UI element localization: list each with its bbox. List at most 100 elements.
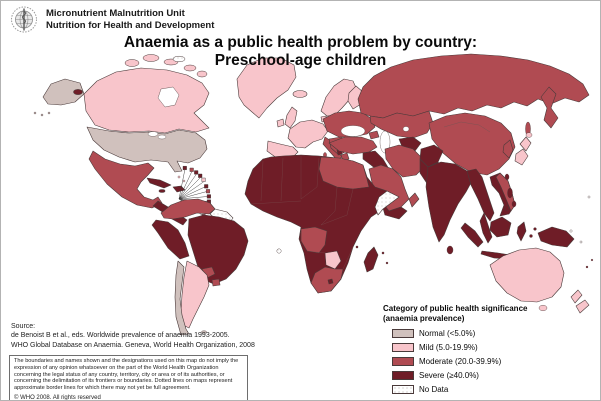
region-australia bbox=[489, 247, 565, 303]
source-label: Source: bbox=[11, 323, 36, 330]
region-japan-south bbox=[514, 148, 529, 166]
region-hispaniola bbox=[172, 185, 186, 193]
legend-item-severe: Severe (≥40.0%) bbox=[383, 370, 588, 380]
region-uruguay bbox=[211, 278, 221, 287]
hudson-bay bbox=[157, 86, 180, 108]
legend-swatch-severe bbox=[392, 370, 414, 380]
region-caucasus bbox=[368, 130, 380, 140]
region-botswana bbox=[324, 250, 342, 270]
region-chile bbox=[174, 260, 190, 336]
moluccas bbox=[529, 227, 537, 238]
source-line2: WHO Global Database on Anaemia. Geneva, … bbox=[11, 341, 255, 349]
indian-ocean-islands bbox=[355, 245, 389, 265]
region-yemen bbox=[380, 200, 408, 220]
legend-item-mild: Mild (5.0-19.9%) bbox=[383, 342, 588, 352]
disclaimer-box: The boundaries and names shown and the d… bbox=[9, 355, 248, 401]
page-title: Anaemia as a public health problem by co… bbox=[1, 34, 600, 71]
region-mexico bbox=[88, 150, 163, 209]
region-japan-north bbox=[519, 136, 532, 152]
region-korea bbox=[502, 139, 514, 159]
map-legend: Category of public health significance (… bbox=[383, 304, 588, 394]
region-asia bbox=[419, 112, 591, 260]
great-lakes bbox=[147, 131, 167, 140]
country-borders bbox=[250, 156, 354, 270]
title-line2: Preschool-age children bbox=[214, 52, 387, 70]
arctic-island-nodata bbox=[172, 55, 186, 63]
region-malay-peninsula bbox=[479, 212, 493, 244]
region-south-america bbox=[151, 198, 249, 336]
black-sea bbox=[340, 125, 366, 137]
disclaimer-text: The boundaries and names shown and the d… bbox=[14, 358, 239, 392]
region-sulawesi bbox=[516, 221, 527, 242]
region-sri-lanka bbox=[446, 245, 454, 255]
region-new-guinea bbox=[537, 226, 575, 248]
header: Micronutrient Malnutrition Unit Nutritio… bbox=[9, 6, 214, 34]
region-tasmania bbox=[538, 305, 548, 312]
region-sumatra bbox=[460, 222, 484, 248]
arctic-islands bbox=[124, 54, 208, 78]
region-jamaica bbox=[158, 189, 166, 193]
region-north-america bbox=[33, 54, 308, 226]
region-africa bbox=[244, 154, 400, 294]
region-nz-north bbox=[570, 289, 583, 304]
source-line1: de Benoist B et al., eds. Worldwide prev… bbox=[11, 332, 230, 340]
region-oceania bbox=[489, 247, 594, 314]
region-uk bbox=[284, 106, 298, 129]
region-brazil bbox=[187, 214, 249, 285]
region-canada bbox=[83, 67, 210, 134]
region-lesotho bbox=[327, 278, 334, 285]
aleutian-islands bbox=[33, 111, 51, 117]
region-india bbox=[425, 161, 473, 243]
region-angola bbox=[300, 226, 328, 254]
aral-sea bbox=[402, 126, 410, 132]
header-text: Micronutrient Malnutrition Unit Nutritio… bbox=[46, 8, 214, 33]
caspian-sea bbox=[379, 130, 391, 154]
small-island-severe bbox=[73, 89, 83, 95]
title-line1: Anaemia as a public health problem by co… bbox=[123, 34, 478, 51]
region-middle-east bbox=[328, 136, 425, 220]
region-philippines bbox=[504, 187, 517, 211]
header-line1: Micronutrient Malnutrition Unit bbox=[46, 7, 185, 19]
region-greenland bbox=[236, 57, 297, 119]
falkland-islands bbox=[201, 330, 207, 334]
legend-item-no-data: No Data bbox=[383, 384, 588, 394]
region-cuba bbox=[146, 177, 172, 189]
region-peru-bolivia bbox=[151, 219, 190, 260]
gulf-of-guinea-island-nodata bbox=[276, 248, 282, 254]
region-argentina bbox=[180, 260, 210, 329]
region-western-europe bbox=[287, 119, 329, 149]
legend-swatch-moderate bbox=[392, 356, 414, 366]
who-emblem-icon bbox=[11, 6, 37, 33]
legend-title: Category of public health significance (… bbox=[383, 304, 528, 323]
copyright-notice: © WHO 2008. All rights reserved bbox=[14, 395, 101, 401]
region-kamchatka bbox=[540, 86, 559, 129]
legend-item-moderate: Moderate (20.0-39.9%) bbox=[383, 356, 588, 366]
header-line2: Nutrition for Health and Development bbox=[46, 20, 215, 31]
region-oman bbox=[408, 192, 420, 208]
legend-item-normal: Normal (<5.0%) bbox=[383, 328, 588, 338]
region-ireland bbox=[276, 118, 285, 128]
mongolia-border bbox=[443, 121, 491, 133]
region-iceland bbox=[292, 90, 308, 98]
region-china-mongolia bbox=[428, 112, 516, 176]
legend-swatch-no-data bbox=[392, 384, 414, 394]
region-myanmar-thailand bbox=[466, 168, 495, 222]
source-block: Source: de Benoist B et al., eds. Worldw… bbox=[11, 322, 255, 350]
region-somalia-nodata bbox=[374, 190, 400, 216]
region-madagascar bbox=[363, 246, 379, 273]
region-nz-south bbox=[575, 299, 590, 314]
region-colombia-venezuela bbox=[160, 198, 216, 220]
pacific-islands bbox=[569, 195, 591, 244]
region-turkey bbox=[328, 136, 378, 155]
region-vietnam bbox=[495, 172, 516, 212]
region-borneo bbox=[489, 216, 512, 238]
region-hokkaido bbox=[525, 132, 533, 138]
bahamas bbox=[177, 175, 186, 183]
region-russia-cis bbox=[340, 53, 590, 154]
fiji-islands bbox=[585, 258, 594, 269]
legend-swatch-normal bbox=[392, 328, 414, 338]
legend-swatch-mild bbox=[392, 342, 414, 352]
region-libya-egypt bbox=[318, 156, 370, 190]
